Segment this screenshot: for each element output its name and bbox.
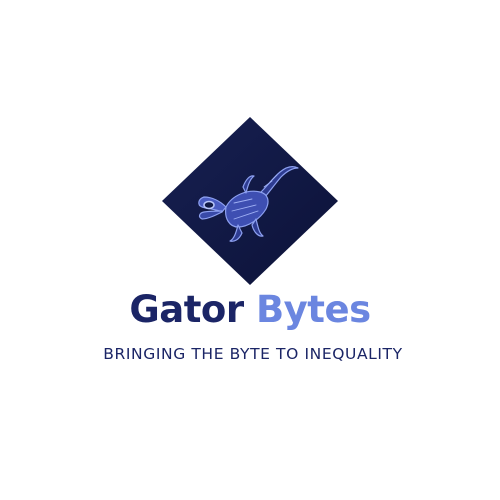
logo-diamond bbox=[162, 117, 338, 285]
logo-mark bbox=[160, 115, 340, 287]
brand-name-word-2: Bytes bbox=[255, 288, 371, 331]
brand-name-word-1: Gator bbox=[129, 288, 244, 331]
brand-name: Gator Bytes bbox=[0, 282, 500, 338]
alligator-icon bbox=[198, 166, 299, 242]
tagline: BRINGING THE BYTE TO INEQUALITY bbox=[103, 345, 403, 363]
